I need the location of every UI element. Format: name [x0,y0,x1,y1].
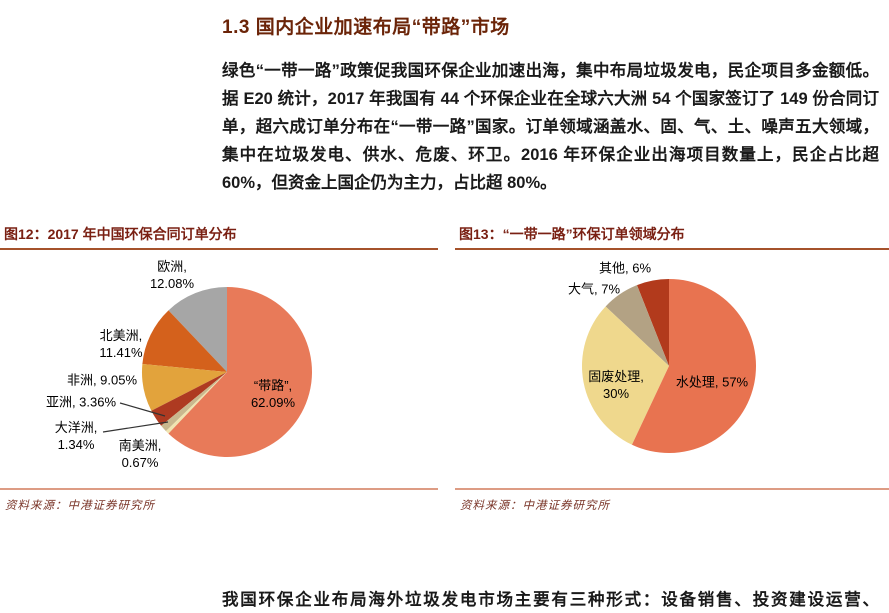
pie-label-belt-road: “带路”, 62.09% [250,378,296,410]
pie-label-solid-waste: 固废处理, 30% [588,369,644,401]
bottom-paragraph: 我国环保企业布局海外垃圾发电市场主要有三种形式：设备销售、投资建设运营、 [222,591,879,609]
pie-label-other: 其他, 6% [598,260,652,276]
pie-slice-3 [636,279,669,366]
figure-13: 图13：“一带一路”环保订单领域分布 水处理, 57% 固废处理, 30% 大气… [455,224,889,516]
pie-label-oceania: 大洋洲, 1.34% [54,420,98,452]
pie-slice-2 [161,372,227,432]
leader-line-oceania [102,421,169,433]
pie-slice-6 [168,287,227,372]
pie-slice-0 [631,279,757,453]
pie-label-air: 大气, 7% [567,281,621,297]
pie-slice-0 [168,287,312,457]
figure-12: 图12：2017 年中国环保合同订单分布 “带路”, 62.09% 南美洲, 0… [0,224,438,516]
pie-chart-order-sectors [581,279,757,453]
figure-12-title-rule [0,248,438,250]
pie-label-water: 水处理, 57% [675,374,749,390]
pie-slice-3 [151,372,227,426]
pie-slice-4 [141,363,227,411]
pie-slice-2 [605,285,669,366]
figure-13-source: 资料来源：中港证券研究所 [460,500,610,512]
pie-label-europe: 欧洲, 12.08% [149,259,195,291]
pie-slice-1 [581,306,669,445]
pie-chart-contract-orders [102,287,312,457]
leader-line-asia [119,402,166,417]
pie-label-africa: 非洲, 9.05% [66,372,138,388]
figure-12-title: 图12：2017 年中国环保合同订单分布 [4,226,237,242]
pie-label-south-america: 南美洲, 0.67% [118,438,162,470]
section-title: 1.3 国内企业加速布局“带路”市场 [222,17,510,38]
pie-slice-5 [142,310,227,372]
figure-13-title: 图13：“一带一路”环保订单领域分布 [459,226,685,242]
figure-12-source: 资料来源：中港证券研究所 [5,500,155,512]
figure-12-source-rule [0,488,438,490]
figure-13-source-rule [455,488,889,490]
pie-label-asia: 亚洲, 3.36% [45,394,117,410]
pie-slice-1 [165,372,227,434]
figure-13-title-rule [455,248,889,250]
pie-label-north-america: 北美洲, 11.41% [99,328,143,360]
body-paragraph: 绿色“一带一路”政策促我国环保企业加速出海，集中布局垃圾发电，民企项目多金额低。… [222,62,879,192]
